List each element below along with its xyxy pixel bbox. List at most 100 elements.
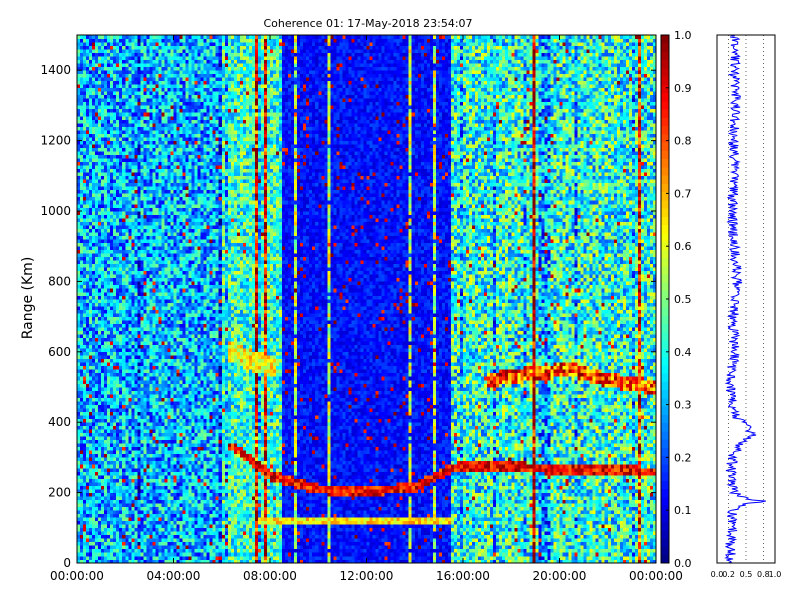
heatmap-cell [173, 531, 177, 536]
heatmap-cell [131, 503, 135, 507]
heatmap-cell [116, 464, 120, 469]
heatmap-cell [134, 306, 138, 310]
heatmap-cell [104, 147, 108, 152]
heatmap-cell [173, 460, 177, 465]
heatmap-cell [134, 394, 138, 398]
heatmap-cell [77, 161, 81, 166]
heatmap-cell [128, 337, 132, 342]
heatmap-cell [122, 288, 126, 293]
heatmap-cell [128, 467, 132, 472]
heatmap-cell [170, 401, 174, 405]
heatmap-cell [152, 351, 156, 356]
heatmap-cell [107, 277, 111, 282]
heatmap-cell [101, 228, 105, 233]
heatmap-cell [134, 295, 138, 300]
heatmap-cell [83, 348, 87, 353]
heatmap-cell [131, 485, 135, 490]
heatmap-cell [83, 397, 87, 402]
heatmap-cell [89, 453, 93, 458]
heatmap-cell [83, 482, 87, 486]
heatmap-cell [131, 84, 135, 89]
heatmap-cell [104, 161, 108, 166]
heatmap-cell [173, 256, 177, 261]
heatmap-cell [167, 295, 171, 300]
heatmap-cell [134, 376, 138, 381]
heatmap-cell [77, 284, 81, 289]
heatmap-cell [155, 489, 159, 493]
heatmap-cell [119, 137, 123, 141]
heatmap-cell [122, 429, 126, 434]
heatmap-cell [158, 330, 162, 335]
heatmap-cell [167, 168, 171, 173]
heatmap-cell [149, 538, 153, 543]
heatmap-cell [83, 161, 87, 166]
heatmap-cell [152, 390, 156, 395]
heatmap-cell [104, 80, 108, 85]
heatmap-cell [101, 369, 105, 374]
heatmap-cell [119, 168, 123, 173]
heatmap-cell [167, 84, 171, 89]
heatmap-cell [89, 214, 93, 219]
heatmap-cell [152, 232, 156, 236]
heatmap-cell [110, 351, 114, 356]
heatmap-cell [89, 513, 93, 518]
heatmap-cell [101, 168, 105, 173]
heatmap-cell [128, 415, 132, 419]
heatmap-cell [125, 38, 129, 43]
heatmap-cell [173, 422, 177, 427]
heatmap-cell [152, 115, 156, 120]
heatmap-cell [116, 175, 120, 180]
heatmap-cell [122, 559, 126, 564]
heatmap-cell [104, 489, 108, 493]
heatmap-cell [86, 362, 90, 367]
heatmap-cell [128, 235, 132, 240]
heatmap-cell [140, 193, 144, 198]
heatmap-cell [92, 302, 96, 307]
heatmap-cell [143, 133, 147, 138]
heatmap-cell [158, 218, 162, 222]
heatmap-cell [140, 415, 144, 419]
heatmap-cell [173, 140, 177, 145]
heatmap-cell [131, 94, 135, 99]
heatmap-cell [98, 56, 102, 60]
heatmap-cell [161, 193, 165, 198]
heatmap-cell [164, 524, 168, 529]
heatmap-cell [83, 390, 87, 395]
heatmap-cell [113, 309, 117, 314]
heatmap-cell [77, 56, 81, 60]
heatmap-cell [173, 101, 177, 106]
heatmap-cell [92, 218, 96, 222]
heatmap-cell [131, 334, 135, 339]
heatmap-cell [119, 323, 123, 328]
heatmap-cell [149, 369, 153, 374]
heatmap-cell [131, 59, 135, 64]
heatmap-cell [143, 235, 147, 240]
heatmap-cell [95, 503, 99, 507]
heatmap-cell [140, 130, 144, 134]
heatmap-cell [146, 140, 150, 145]
heatmap-cell [107, 218, 111, 222]
heatmap-cell [95, 108, 99, 113]
heatmap-cell [131, 42, 135, 46]
heatmap-cell [92, 179, 96, 184]
heatmap-cell [161, 284, 165, 289]
heatmap-cell [104, 130, 108, 134]
heatmap-cell [86, 277, 90, 282]
heatmap-cell [167, 35, 171, 39]
heatmap-cell [164, 457, 168, 462]
heatmap-cell [77, 394, 81, 398]
heatmap-cell [110, 341, 114, 346]
heatmap-cell [80, 140, 84, 145]
heatmap-cell [173, 45, 177, 50]
heatmap-cell [161, 369, 165, 374]
heatmap-cell [95, 545, 99, 550]
heatmap-cell [143, 119, 147, 124]
heatmap-cell [83, 503, 87, 507]
heatmap-cell [143, 404, 147, 409]
heatmap-cell [167, 425, 171, 430]
heatmap-cell [119, 492, 123, 497]
heatmap-cell [98, 288, 102, 293]
heatmap-cell [164, 267, 168, 272]
heatmap-cell [86, 327, 90, 331]
heatmap-cell [140, 313, 144, 317]
